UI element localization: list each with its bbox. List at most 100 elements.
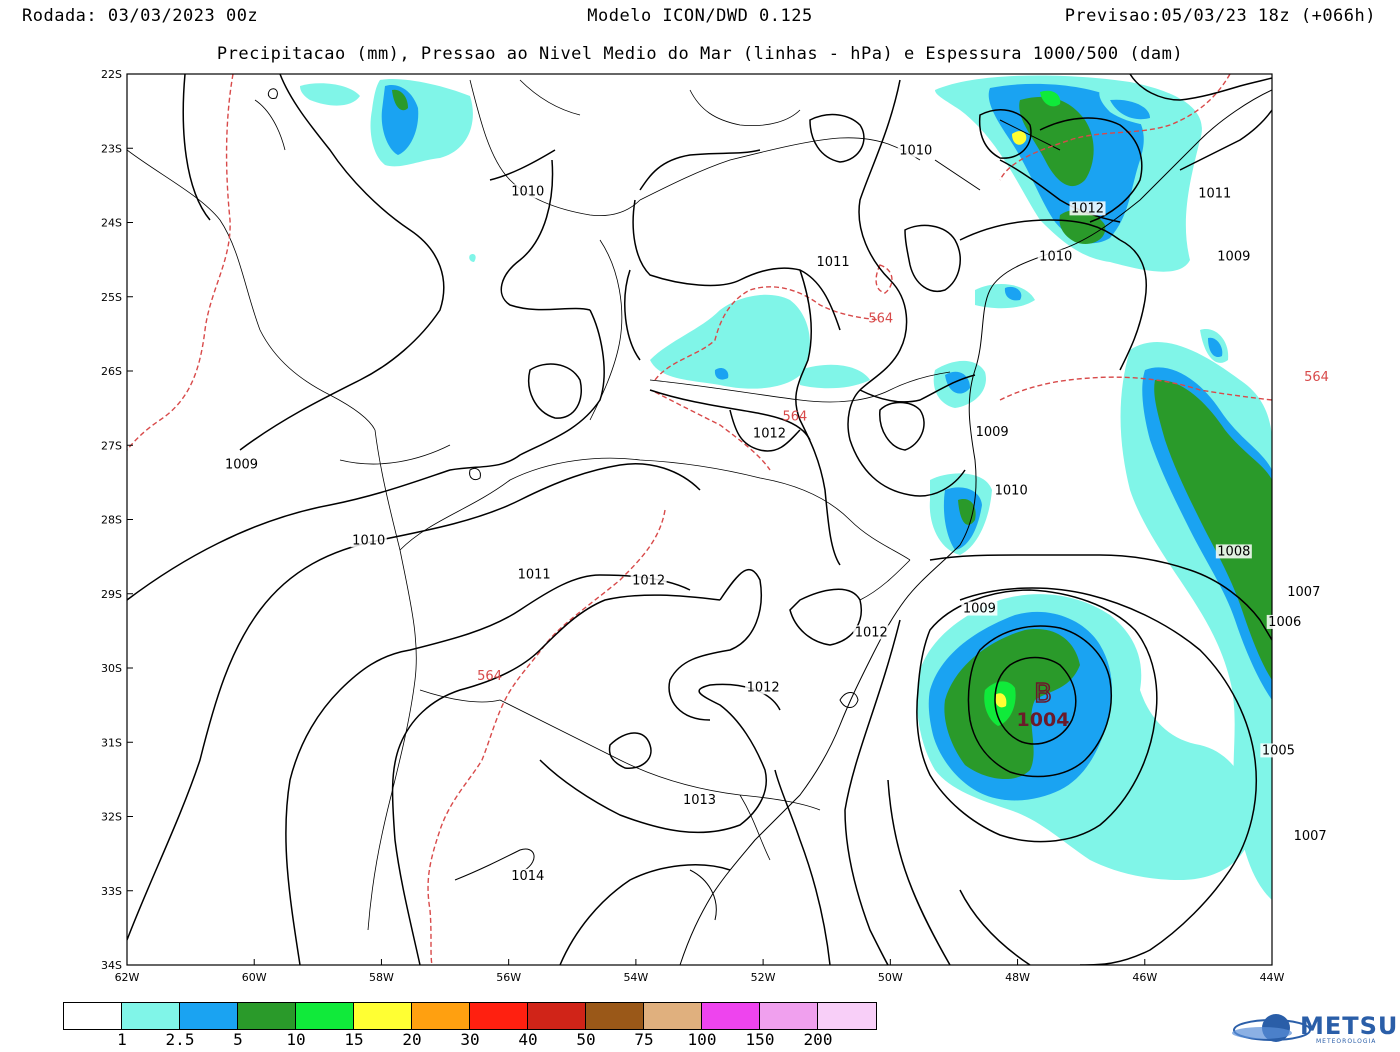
legend-color-box [528,1003,586,1029]
precipitation-shading [300,75,1272,900]
thickness-label: 564 [783,409,808,424]
lat-tick-label: 22S [101,68,122,81]
isobar-label: 1010 [995,484,1028,499]
lat-tick-label: 27S [101,439,122,452]
lon-tick-label: 46W [1132,971,1157,984]
isobar-label: 1010 [352,533,385,548]
lon-tick-label: 50W [878,971,903,984]
run-time: Rodada: 03/03/2023 00z [22,6,259,26]
map-field [127,74,1272,965]
legend-label: 100 [687,1030,717,1049]
lon-tick-label: 54W [623,971,648,984]
legend-label: 2.5 [165,1030,195,1049]
isobar-label: 1009 [225,458,258,473]
isobar-label-bg [1285,585,1322,600]
legend-label: 5 [233,1030,243,1049]
isobar-label-bg [993,483,1030,498]
isobar-labels: 1010 1010 1011 1012 1011 1010 1009 1012 1009 1009… [223,143,1329,884]
isobar-label-bg [745,680,782,695]
legend-label: 200 [803,1030,833,1049]
isobar-label: 1008 [1217,544,1250,559]
map-subtitle: Precipitacao (mm), Pressao ao Nivel Medi… [216,44,1184,64]
thickness-label: 564 [477,669,502,684]
legend-color-box [760,1003,818,1029]
lat-tick-label: 34S [101,959,122,972]
isobar-label-bg [853,625,890,640]
isobar-label: 1010 [1039,250,1072,265]
isobar-label-bg [897,143,934,158]
axis-labels: 62W 60W 58W 56W 54W 52W 50W 48W 46W 44W 22S 23S 24S 2… [101,68,1285,984]
isobar-label: 1012 [753,426,786,441]
legend-color-box [586,1003,644,1029]
lon-tick-label: 48W [1005,971,1030,984]
legend-color-box [412,1003,470,1029]
precipitation-legend [63,1002,877,1030]
model-name: Modelo ICON/DWD 0.125 [587,6,813,26]
isobar-label-bg [509,184,546,199]
lat-tick-label: 33S [101,885,122,898]
legend-label: 50 [576,1030,596,1049]
isobar-label-bg [1266,614,1303,629]
lat-tick-label: 24S [101,217,122,230]
lat-tick-label: 28S [101,514,122,527]
weather-map: 62W 60W 58W 56W 54W 52W 50W 48W 46W 44W 22S 23S 24S 2… [101,68,1329,984]
metsul-logo-subtext: METEOROLOGIA [1316,1038,1377,1045]
isobar-label-bg [1196,186,1233,201]
isobar-label-bg [974,424,1011,439]
isobar-label-bg [509,868,546,883]
lat-tick-label: 26S [101,365,122,378]
coastline [454,89,1272,965]
isobar-label: 1012 [747,680,780,695]
legend-label: 75 [634,1030,654,1049]
legend-color-box [470,1003,528,1029]
legend-color-box [180,1003,238,1029]
isobar-label: 1010 [899,143,932,158]
isobar-label-bg [681,793,718,808]
thickness-label: 564 [1304,370,1329,385]
legend-color-box [702,1003,760,1029]
legend-color-box [64,1003,122,1029]
legend-color-box [122,1003,180,1029]
lat-tick-label: 23S [101,142,122,155]
lon-tick-label: 58W [369,971,394,984]
metsul-logo-text: METSUL [1300,1012,1400,1040]
legend-color-box [644,1003,702,1029]
legend-color-box [818,1003,876,1029]
isobar-label: 1012 [1071,201,1104,216]
low-pressure-letter: B [1034,679,1052,709]
lon-tick-label: 60W [242,971,267,984]
lon-tick-label: 56W [496,971,521,984]
isobar-label-bg [815,254,852,269]
forecast-time: Previsao:05/03/23 18z (+066h) [1064,6,1376,26]
isobar-label: 1006 [1268,615,1301,630]
thickness-labels: 564 564 564 564 [477,311,1329,684]
isobar-label-bg [516,567,553,582]
isobar-label: 1005 [1262,743,1295,758]
isobar-label: 1012 [855,625,888,640]
isobar-label: 1013 [683,793,716,808]
legend-color-box [296,1003,354,1029]
isobar-label: 1011 [817,255,850,270]
isobar-label-bg [1292,828,1329,843]
legend-label: 1 [117,1030,127,1049]
isobar-label: 1010 [511,184,544,199]
legend-label: 10 [286,1030,306,1049]
isobar-label-bg [1215,544,1252,559]
lon-tick-label: 62W [115,971,140,984]
lon-tick-label: 52W [751,971,776,984]
lat-tick-label: 31S [101,736,122,749]
legend-color-box [238,1003,296,1029]
isobar-label: 1011 [1198,187,1231,202]
isobar-label-bg [961,601,998,616]
lat-tick-label: 32S [101,811,122,824]
thickness-contours [127,74,1272,965]
isobar-label-bg [350,533,387,548]
metsul-logo-icon [1232,1014,1311,1042]
low-pressure-value: 1004 [1017,709,1070,731]
axis-ticks [126,73,1273,966]
isobar-label: 1009 [976,425,1009,440]
isobar-label-bg [630,573,667,588]
legend-label: 40 [518,1030,538,1049]
lakes [267,88,859,708]
legend-label: 30 [460,1030,480,1049]
